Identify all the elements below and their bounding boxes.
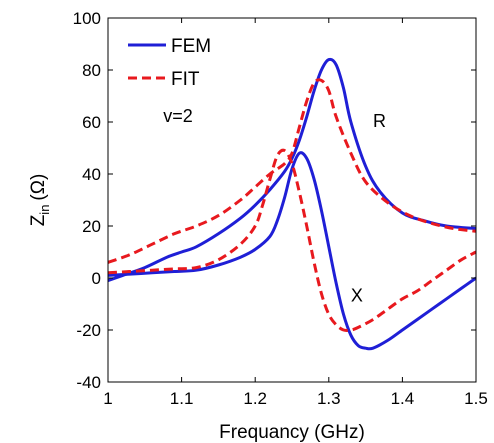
series-line-fit-x bbox=[108, 148, 476, 332]
y-axis-label-unit: (Ω) bbox=[28, 174, 49, 201]
y-axis-label: Zin (Ω) bbox=[28, 174, 52, 227]
x-tick-label: 1.1 bbox=[170, 389, 194, 408]
y-tick-label: 100 bbox=[73, 9, 101, 28]
x-tick-label: 1.3 bbox=[317, 389, 341, 408]
y-tick-label: 0 bbox=[92, 269, 101, 288]
series-line-fem-r bbox=[108, 57, 476, 283]
x-tick-label: 1.4 bbox=[391, 389, 415, 408]
axis-ticks: 1 1.1 1.2 1.3 1.4 1.5 -40 -20 0 20 40 60 80 100 bbox=[73, 9, 488, 408]
y-tick-label: -40 bbox=[76, 373, 101, 392]
x-tick-label: 1 bbox=[103, 389, 112, 408]
x-tick-label: 1.2 bbox=[243, 389, 267, 408]
series-layer bbox=[108, 57, 476, 351]
annotation-label: R bbox=[373, 111, 386, 131]
y-tick-label: 20 bbox=[82, 217, 101, 236]
x-axis-label: Frequancy (GHz) bbox=[219, 422, 365, 443]
annotations: v=2 R X bbox=[163, 106, 386, 305]
series-line-fem-x bbox=[108, 151, 476, 351]
legend-label-fit: FIT bbox=[171, 69, 200, 90]
y-axis-label-sub: in bbox=[37, 205, 52, 215]
series-line-fit-r bbox=[108, 78, 476, 264]
y-tick-label: -20 bbox=[76, 321, 101, 340]
y-tick-label: 60 bbox=[82, 113, 101, 132]
annotation-label: X bbox=[351, 285, 363, 305]
legend-label-fem: FEM bbox=[171, 36, 211, 57]
y-axis-label-main: Z bbox=[28, 214, 49, 226]
plot-area-frame bbox=[107, 17, 477, 383]
annotation-label: v=2 bbox=[163, 106, 193, 126]
y-tick-label: 80 bbox=[82, 61, 101, 80]
legend: FEM FIT bbox=[128, 36, 211, 90]
x-tick-label: 1.5 bbox=[464, 389, 488, 408]
y-tick-label: 40 bbox=[82, 165, 101, 184]
